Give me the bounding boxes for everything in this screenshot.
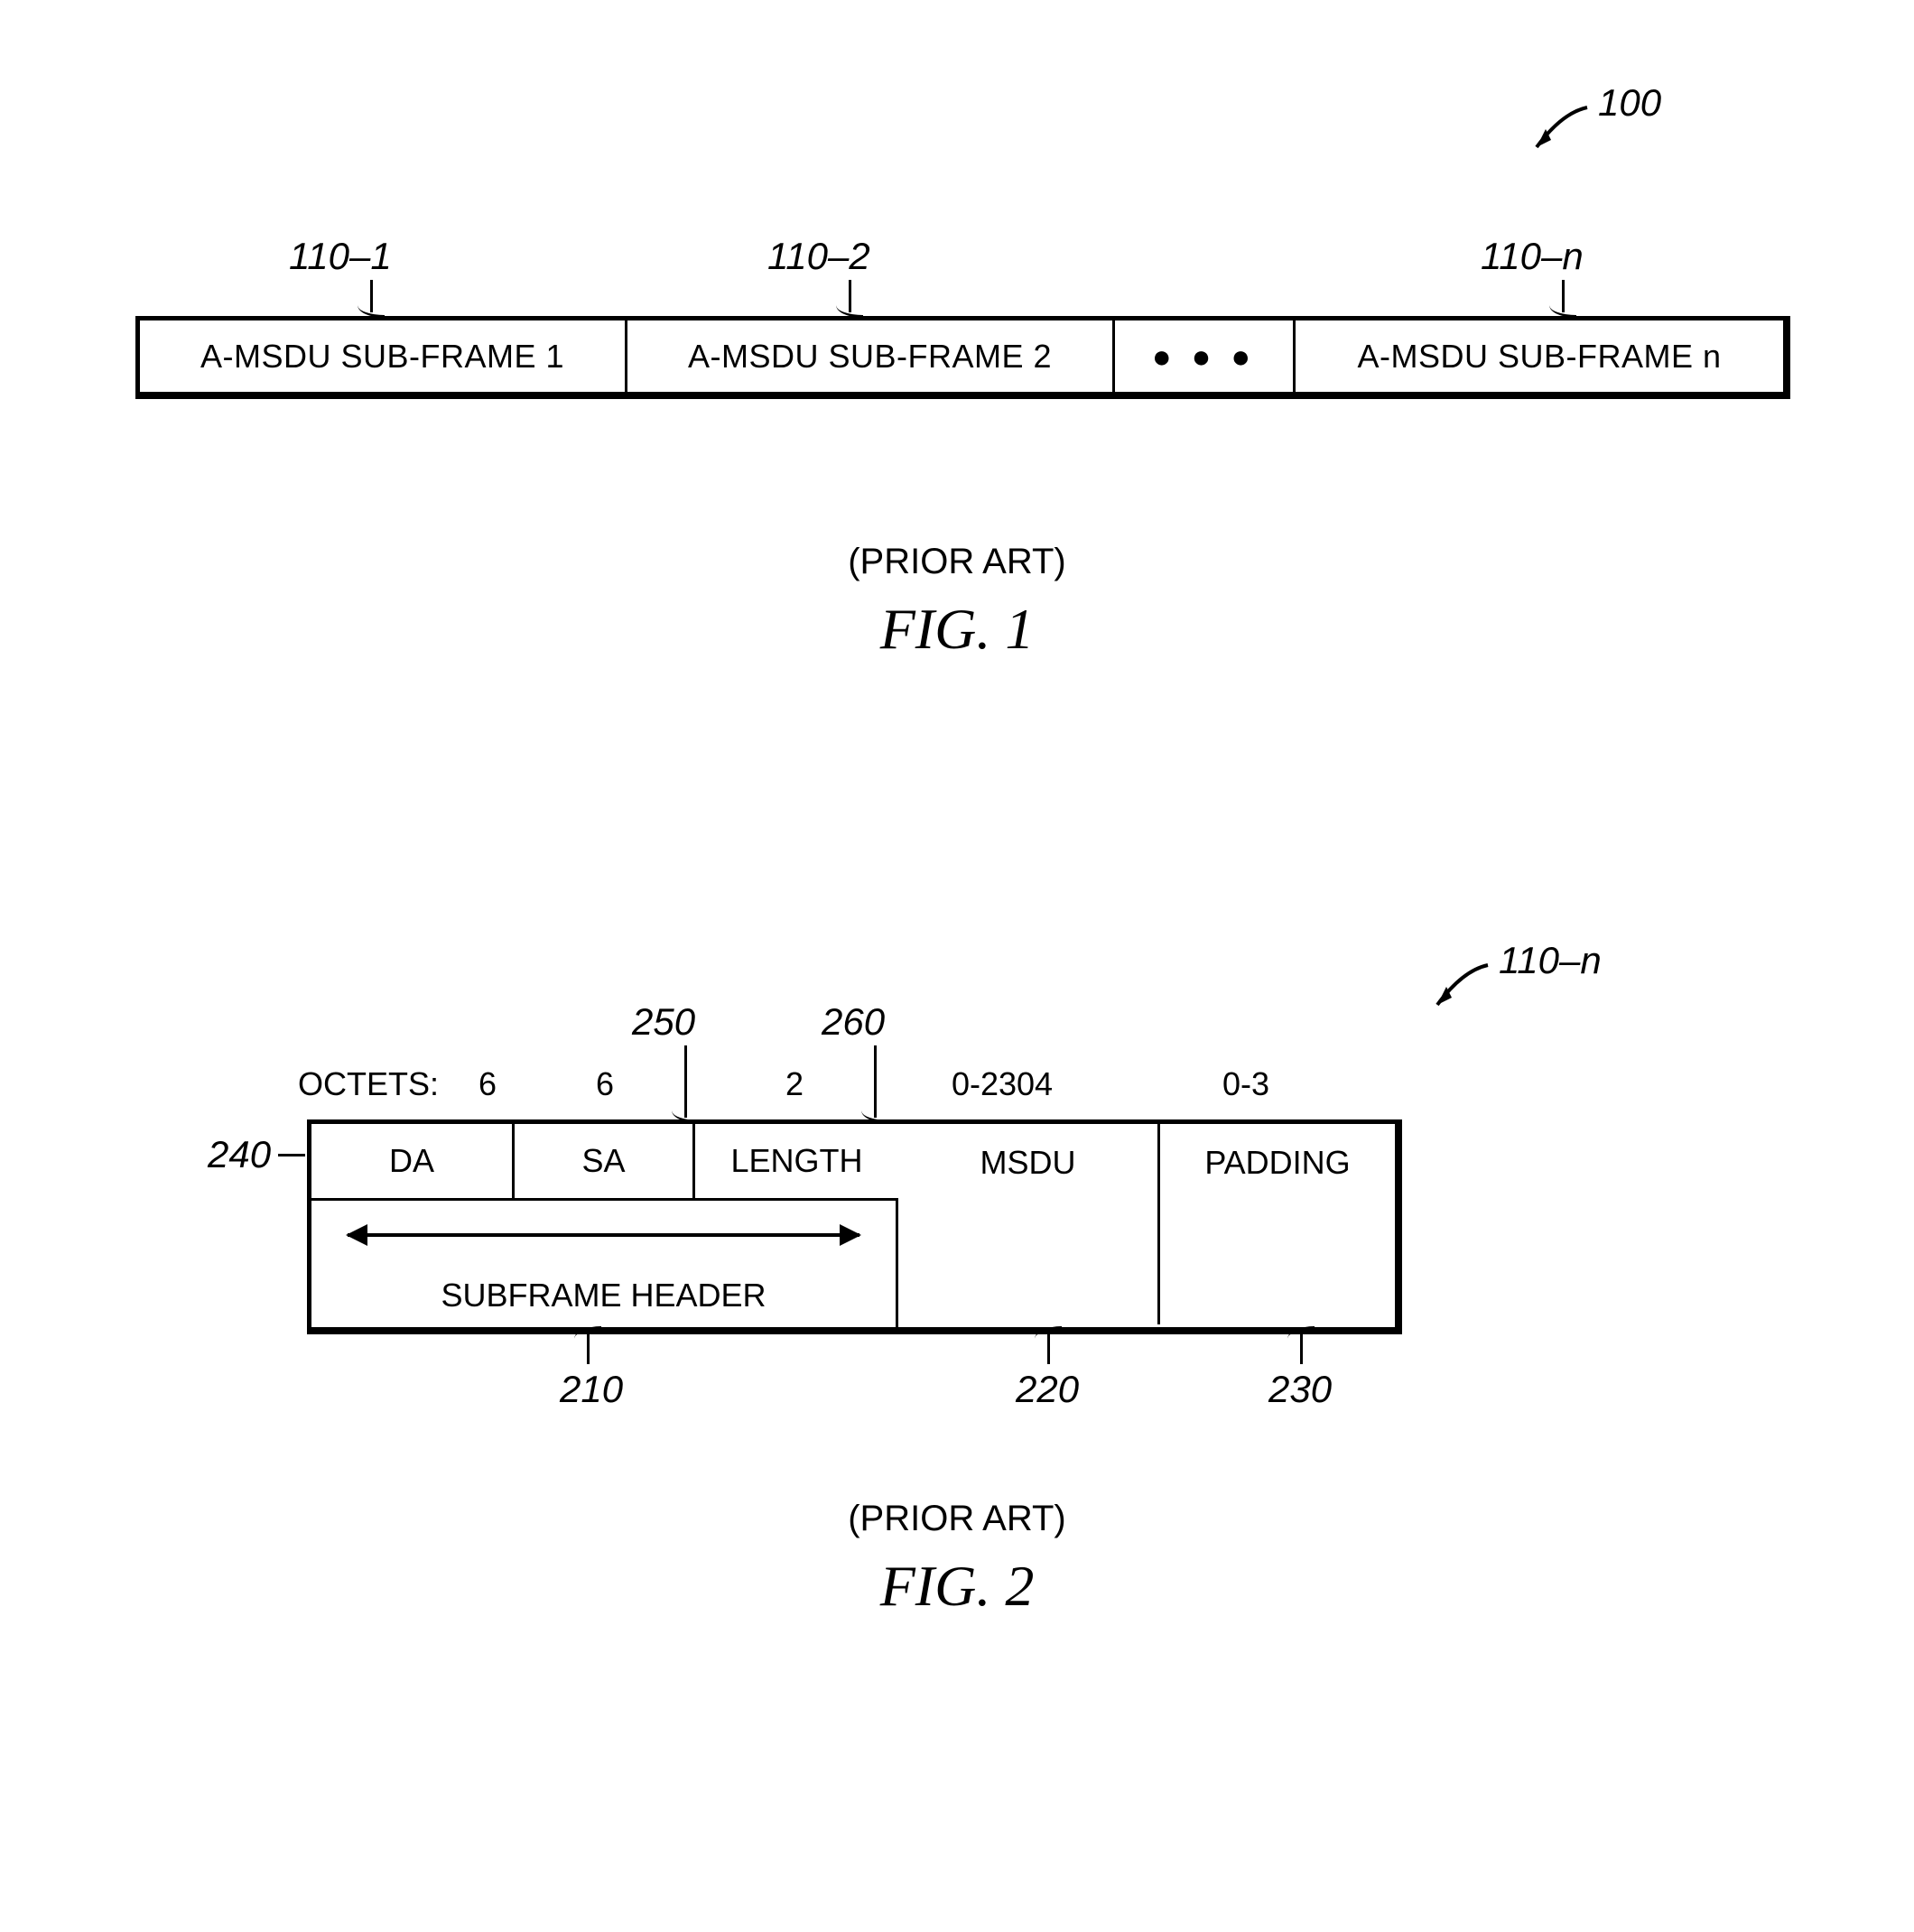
fig2-frame-row: DA SA LENGTH SUBFRAME HEADER MSDU PADDIN… bbox=[307, 1119, 1402, 1334]
fig1-overall-ref: 100 bbox=[1598, 81, 1661, 125]
fig2-tick-210 bbox=[587, 1332, 590, 1364]
fig2-ref-220: 220 bbox=[1016, 1368, 1079, 1411]
fig2-tick-220 bbox=[1047, 1332, 1050, 1364]
fig2-prior-art: (PRIOR ART) bbox=[36, 1499, 1878, 1539]
fig2-subframe-header-arrow bbox=[348, 1233, 859, 1237]
fig1-frame-row: A-MSDU SUB-FRAME 1 A-MSDU SUB-FRAME 2 ● … bbox=[135, 316, 1790, 399]
fig2-ref-250: 250 bbox=[632, 1000, 695, 1044]
fig1-tick-2 bbox=[849, 280, 851, 312]
fig2-cell-da: DA bbox=[311, 1124, 515, 1198]
fig2-title: FIG. 2 bbox=[36, 1553, 1878, 1620]
fig1-cell-n: A-MSDU SUB-FRAME n bbox=[1296, 320, 1783, 392]
fig2-octets-word: OCTETS: bbox=[298, 1065, 439, 1103]
fig2-tick-260 bbox=[874, 1045, 877, 1118]
fig2-cell-length: LENGTH bbox=[695, 1124, 898, 1198]
fig1-cell-dots: ● ● ● bbox=[1115, 320, 1296, 392]
fig2-ref-260: 260 bbox=[822, 1000, 885, 1044]
fig1-ref-2: 110–2 bbox=[767, 235, 870, 278]
fig1-overall-ref-arrow bbox=[1526, 104, 1598, 158]
fig2-octets-msdu: 0-2304 bbox=[912, 1065, 1092, 1103]
fig1-ref-n: 110–n bbox=[1481, 235, 1584, 278]
fig2-tick-240 bbox=[278, 1154, 305, 1156]
fig2-ref-210: 210 bbox=[560, 1368, 623, 1411]
fig1-ref-1: 110–1 bbox=[289, 235, 392, 278]
fig1-tick-1 bbox=[370, 280, 373, 312]
fig2-octets-sa: 6 bbox=[578, 1065, 632, 1103]
diagram-canvas: 100 110–1 110–2 110–n A-MSDU SUB-FRAME 1… bbox=[36, 54, 1878, 1878]
fig2-cell-msdu: MSDU bbox=[898, 1124, 1160, 1324]
fig1-title: FIG. 1 bbox=[36, 596, 1878, 663]
fig1-tick-n bbox=[1562, 280, 1565, 312]
fig2-subframe-header-label: SUBFRAME HEADER bbox=[311, 1277, 896, 1314]
fig2-cell-padding: PADDING bbox=[1160, 1124, 1395, 1324]
fig2-octets-pad: 0-3 bbox=[1192, 1065, 1300, 1103]
fig2-ref-230: 230 bbox=[1268, 1368, 1332, 1411]
fig2-overall-ref: 110–n bbox=[1499, 939, 1602, 982]
fig2-overall-ref-arrow bbox=[1426, 961, 1499, 1016]
fig2-tick-250 bbox=[684, 1045, 687, 1118]
fig2-tick-230 bbox=[1300, 1332, 1303, 1364]
fig1-cell-2: A-MSDU SUB-FRAME 2 bbox=[627, 320, 1115, 392]
fig2-subframe-header-area: SUBFRAME HEADER bbox=[311, 1198, 898, 1327]
fig2-subframe-header-group: DA SA LENGTH SUBFRAME HEADER bbox=[311, 1124, 898, 1327]
fig2-octets-len: 2 bbox=[767, 1065, 822, 1103]
fig2-octets-da: 6 bbox=[460, 1065, 515, 1103]
fig1-prior-art: (PRIOR ART) bbox=[36, 542, 1878, 582]
fig1-cell-1: A-MSDU SUB-FRAME 1 bbox=[140, 320, 627, 392]
fig2-cell-sa: SA bbox=[515, 1124, 695, 1198]
fig2-ref-240: 240 bbox=[208, 1133, 271, 1176]
